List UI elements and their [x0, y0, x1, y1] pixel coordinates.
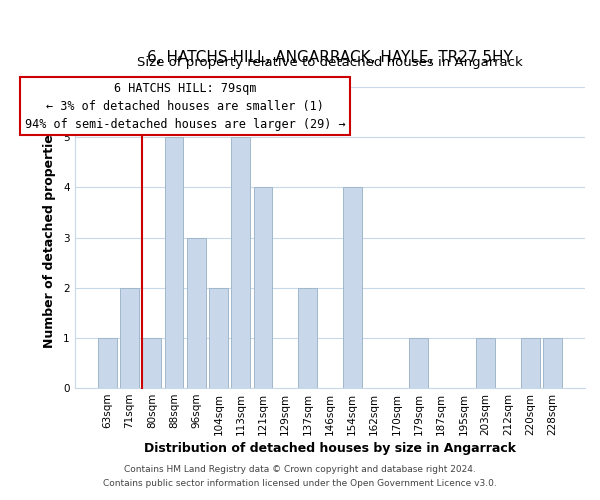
Bar	[142, 338, 161, 388]
Bar	[209, 288, 228, 388]
Bar	[343, 188, 362, 388]
Y-axis label: Number of detached properties: Number of detached properties	[43, 127, 56, 348]
Bar	[164, 137, 184, 388]
Bar	[232, 137, 250, 388]
Bar	[187, 238, 206, 388]
Bar	[543, 338, 562, 388]
Bar	[298, 288, 317, 388]
Bar	[409, 338, 428, 388]
Text: 6 HATCHS HILL: 79sqm
← 3% of detached houses are smaller (1)
94% of semi-detache: 6 HATCHS HILL: 79sqm ← 3% of detached ho…	[25, 82, 346, 130]
Bar	[476, 338, 495, 388]
Text: Size of property relative to detached houses in Angarrack: Size of property relative to detached ho…	[137, 56, 523, 69]
Bar	[254, 188, 272, 388]
Text: Contains HM Land Registry data © Crown copyright and database right 2024.
Contai: Contains HM Land Registry data © Crown c…	[103, 466, 497, 487]
Bar	[120, 288, 139, 388]
Bar	[521, 338, 539, 388]
Title: 6, HATCHS HILL, ANGARRACK, HAYLE, TR27 5HY: 6, HATCHS HILL, ANGARRACK, HAYLE, TR27 5…	[147, 50, 512, 65]
X-axis label: Distribution of detached houses by size in Angarrack: Distribution of detached houses by size …	[144, 442, 516, 455]
Bar	[98, 338, 117, 388]
